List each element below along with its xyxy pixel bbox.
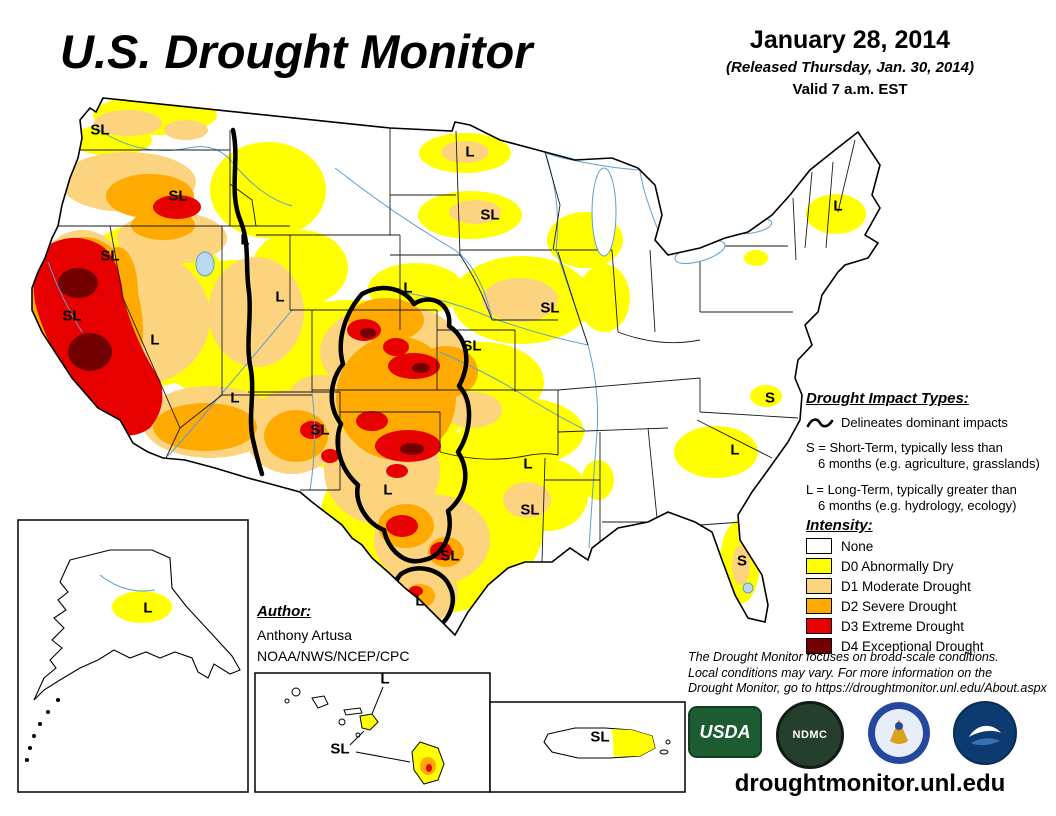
intensity-label-d4: D4 Exceptional Drought (841, 638, 984, 654)
alaska-d0-area (112, 591, 172, 623)
disclaimer: The Drought Monitor focuses on broad-sca… (688, 650, 1050, 697)
delineates-label: Delineates dominant impacts (841, 415, 1008, 430)
release-date: (Released Thursday, Jan. 30, 2014) (726, 59, 974, 76)
intensity-label-d2: D2 Severe Drought (841, 598, 957, 614)
impact-types-panel: Drought Impact Types: Delineates dominan… (806, 390, 1056, 514)
boundary-squiggle-icon (806, 417, 834, 427)
puerto-rico-inset (489, 701, 686, 793)
author-panel: Author: Anthony Artusa NOAA/NWS/NCEP/CPC (257, 603, 409, 664)
intensity-item-d2: D2 Severe Drought (806, 598, 1056, 614)
intensity-swatch-none (806, 538, 832, 554)
lake-okeechobee (742, 582, 754, 594)
hawaii-label-pointers (349, 686, 411, 763)
noaa-emblem (953, 701, 1017, 765)
valid-time: Valid 7 a.m. EST (792, 81, 908, 98)
author-org: NOAA/NWS/NCEP/CPC (257, 648, 410, 664)
lake-michigan (591, 167, 617, 257)
hawaii-inset-frame (254, 672, 491, 793)
short-term-definition: S = Short-Term, typically less than 6 mo… (806, 440, 1056, 472)
alaska-inset (17, 519, 249, 793)
big-island-d3 (426, 764, 432, 772)
long-term-definition: L = Long-Term, typically greater than 6 … (806, 482, 1056, 514)
alaska-landmass (33, 549, 241, 701)
intensity-swatch-d4 (806, 638, 832, 654)
intensity-swatch-d1 (806, 578, 832, 594)
intensity-item-d3: D3 Extreme Drought (806, 618, 1056, 634)
culebra-island (665, 739, 671, 745)
intensity-label-d1: D1 Moderate Drought (841, 578, 971, 594)
date-block: January 28, 2014 (Released Thursday, Jan… (690, 26, 1010, 98)
ndmc-logo: NDMC (776, 701, 844, 769)
great-salt-lake (195, 251, 215, 277)
intensity-item-d1: D1 Moderate Drought (806, 578, 1056, 594)
intensity-label-d0: D0 Abnormally Dry (841, 558, 954, 574)
intensity-label-none: None (841, 538, 874, 554)
hawaii-inset (254, 672, 491, 793)
author-heading: Author: (257, 603, 312, 620)
usda-logo-text: USDA (699, 721, 751, 742)
intensity-legend: None D0 Abnormally Dry D1 Moderate Drought… (806, 538, 1056, 654)
impact-types-heading: Drought Impact Types: (806, 390, 969, 407)
ncep-seal-emblem (868, 702, 930, 764)
aleutian-islands (25, 698, 60, 762)
ndmc-logo-text: NDMC (792, 729, 828, 741)
alaska-river (99, 574, 156, 592)
long-term-line1: L = Long-Term, typically greater than (806, 482, 1017, 497)
vieques-island (659, 749, 669, 755)
author-name: Anthony Artusa (257, 627, 352, 643)
intensity-item-none: None (806, 538, 1056, 554)
intensity-panel: Intensity: None D0 Abnormally Dry D1 Moder… (806, 517, 1056, 654)
maui-d0 (359, 713, 379, 731)
noaa-logo (952, 700, 1018, 766)
page-title: U.S. Drought Monitor (60, 25, 533, 78)
intensity-swatch-d2 (806, 598, 832, 614)
map-date: January 28, 2014 (749, 26, 951, 54)
long-term-line2: 6 months (e.g. hydrology, ecology) (818, 498, 1017, 513)
intensity-swatch-d0 (806, 558, 832, 574)
intensity-item-d0: D0 Abnormally Dry (806, 558, 1056, 574)
ncep-seal-logo (866, 700, 932, 766)
disclaimer-line2: Local conditions may vary. For more info… (688, 665, 993, 680)
usda-logo: USDA (688, 706, 762, 758)
delineates-row: Delineates dominant impacts (806, 415, 1056, 430)
drought-layer-d4 (58, 268, 430, 455)
intensity-label-d3: D3 Extreme Drought (841, 618, 965, 634)
intensity-item-d4: D4 Exceptional Drought (806, 638, 1056, 654)
intensity-swatch-d3 (806, 618, 832, 634)
intensity-heading: Intensity: (806, 517, 873, 534)
website-url: droughtmonitor.unl.edu (734, 770, 1006, 797)
short-term-line2: 6 months (e.g. agriculture, grasslands) (818, 456, 1040, 471)
disclaimer-line3: Drought Monitor, go to https://droughtmo… (688, 681, 1047, 695)
puerto-rico-d0-area (612, 729, 655, 757)
short-term-line1: S = Short-Term, typically less than (806, 440, 1003, 455)
disclaimer-line1: The Drought Monitor focuses on broad-sca… (688, 650, 999, 664)
